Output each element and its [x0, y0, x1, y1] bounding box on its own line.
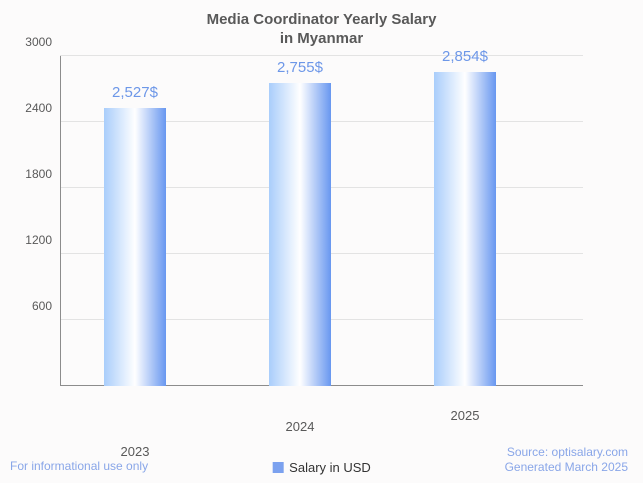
bar-group-2023: 2,527$ 2023 [80, 108, 190, 386]
xtick-label-2024: 2024 [245, 419, 355, 434]
footer-right-text: Source: optisalary.com Generated March 2… [505, 445, 628, 475]
chart-plot-area: 3000 2400 1800 1200 600 2,527$ 2023 2,75… [60, 56, 583, 386]
ytick-label-1800: 1800 [25, 167, 60, 181]
value-label-2023: 2,527$ [104, 84, 166, 101]
footer-left-text: For informational use only [10, 459, 148, 473]
chart-title: Media Coordinator Yearly Salary in Myanm… [0, 0, 643, 48]
ytick-label-600: 600 [32, 299, 60, 313]
value-label-2025: 2,854$ [434, 48, 496, 65]
bar-2024[interactable]: 2,755$ [269, 83, 331, 386]
value-label-2024: 2,755$ [269, 59, 331, 76]
xtick-label-2023: 2023 [80, 444, 190, 459]
legend-swatch-salary [272, 462, 283, 473]
bar-group-2024: 2,755$ 2024 [245, 83, 355, 386]
gridline-3000 [60, 55, 583, 56]
ytick-label-3000: 3000 [25, 35, 60, 49]
ytick-label-1200: 1200 [25, 233, 60, 247]
bar-2025[interactable]: 2,854$ [434, 72, 496, 386]
ytick-label-2400: 2400 [25, 101, 60, 115]
xtick-label-2025: 2025 [410, 408, 520, 423]
bar-2023[interactable]: 2,527$ [104, 108, 166, 386]
legend-label-salary: Salary in USD [289, 460, 371, 475]
footer-generated-line: Generated March 2025 [505, 460, 628, 475]
bar-group-2025: 2,854$ 2025 [410, 72, 520, 386]
axis-left-line [60, 56, 61, 386]
footer-source-line: Source: optisalary.com [505, 445, 628, 460]
legend[interactable]: Salary in USD [272, 460, 371, 475]
